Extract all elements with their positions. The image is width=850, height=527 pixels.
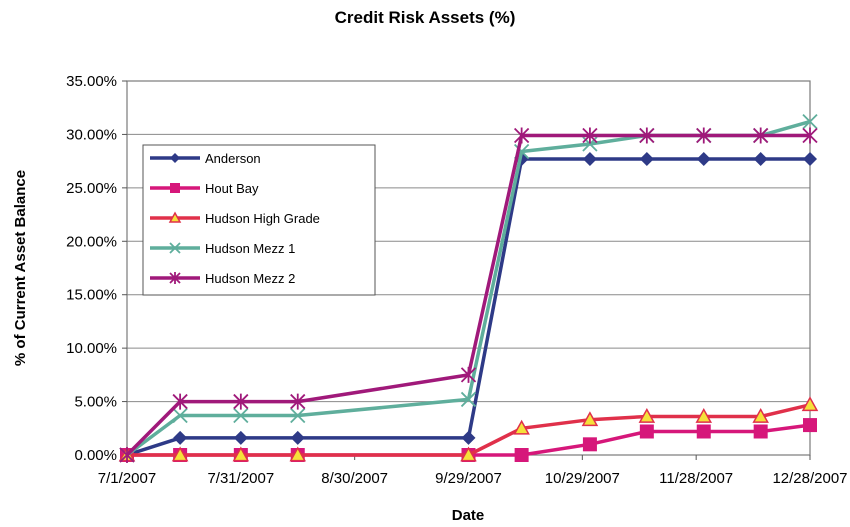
data-point	[170, 183, 180, 193]
data-point	[801, 396, 819, 412]
data-point	[802, 113, 818, 130]
x-axis: 7/1/2007 7/31/2007 8/30/2007 9/29/2007 10/29…	[98, 455, 848, 487]
data-point	[803, 418, 817, 433]
data-point	[173, 430, 188, 445]
legend: Anderson Hout Bay Hudson High Grade Hudson …	[142, 144, 376, 296]
data-point	[696, 424, 711, 439]
data-point	[513, 127, 530, 144]
data-point	[513, 419, 530, 435]
data-point	[696, 152, 711, 167]
data-point	[171, 446, 189, 462]
series-group	[118, 113, 819, 463]
data-point	[582, 152, 597, 167]
data-point	[639, 127, 655, 144]
x-tick-label: 7/1/2007	[98, 470, 156, 487]
legend-label: Anderson	[205, 151, 261, 166]
y-axis: 0.00% 5.00% 10.00% 15.00% 20.00% 25.00% 30.00%…	[66, 73, 127, 464]
data-point	[581, 411, 599, 427]
data-point	[460, 391, 477, 408]
legend-item: Hudson Mezz 1	[150, 241, 295, 256]
y-tick-label: 0.00%	[74, 447, 117, 464]
data-point	[233, 430, 248, 445]
data-point	[290, 430, 305, 445]
data-point	[460, 366, 477, 383]
data-point	[119, 447, 135, 463]
data-point	[753, 152, 768, 167]
data-point	[695, 407, 713, 423]
legend-item: Hout Bay	[150, 181, 259, 196]
data-point	[460, 446, 477, 462]
data-point	[752, 407, 769, 423]
y-tick-label: 10.00%	[66, 340, 117, 357]
x-tick-label: 8/30/2007	[321, 470, 388, 487]
legend-label: Hudson Mezz 1	[205, 241, 295, 256]
data-point	[514, 448, 529, 462]
legend-item: Hudson Mezz 2	[150, 271, 295, 286]
x-tick-label: 9/29/2007	[435, 470, 502, 487]
legend-label: Hudson High Grade	[205, 211, 320, 226]
data-point	[753, 127, 769, 144]
data-point	[582, 127, 598, 144]
y-tick-label: 15.00%	[66, 287, 117, 304]
data-point	[802, 127, 818, 144]
data-point	[172, 393, 188, 410]
legend-label: Hudson Mezz 2	[205, 271, 295, 286]
x-tick-label: 10/29/2007	[545, 470, 620, 487]
legend-item: Hudson High Grade	[150, 211, 320, 226]
y-tick-label: 20.00%	[66, 233, 117, 250]
data-point	[289, 446, 307, 462]
y-axis-title: % of Current Asset Balance	[12, 170, 29, 366]
series-hudson-mezz-2	[119, 127, 818, 463]
data-point	[170, 153, 180, 163]
data-point	[169, 272, 181, 284]
data-point	[803, 152, 817, 167]
data-point	[233, 393, 249, 410]
data-point	[232, 446, 250, 462]
data-point	[582, 437, 597, 452]
data-point	[233, 407, 249, 424]
data-point	[639, 424, 654, 439]
data-point	[290, 407, 306, 424]
y-tick-label: 5.00%	[74, 394, 117, 411]
data-point	[461, 430, 476, 445]
data-point	[169, 242, 181, 254]
chart-title: Credit Risk Assets (%)	[335, 8, 516, 27]
x-tick-label: 7/31/2007	[207, 470, 274, 487]
x-tick-label: 11/28/2007	[659, 470, 733, 487]
x-tick-label: 12/28/2007	[772, 470, 847, 487]
data-point	[168, 211, 182, 223]
data-point	[639, 152, 654, 167]
data-point	[172, 407, 188, 424]
legend-item: Anderson	[150, 151, 261, 166]
data-point	[290, 393, 306, 410]
legend-box	[142, 144, 376, 296]
y-tick-label: 35.00%	[66, 73, 117, 90]
x-axis-title: Date	[452, 507, 485, 524]
data-point	[753, 424, 768, 439]
legend-label: Hout Bay	[205, 181, 259, 196]
y-tick-label: 25.00%	[66, 180, 117, 197]
data-point	[638, 407, 656, 423]
data-point	[696, 127, 712, 144]
y-tick-label: 30.00%	[66, 126, 117, 143]
